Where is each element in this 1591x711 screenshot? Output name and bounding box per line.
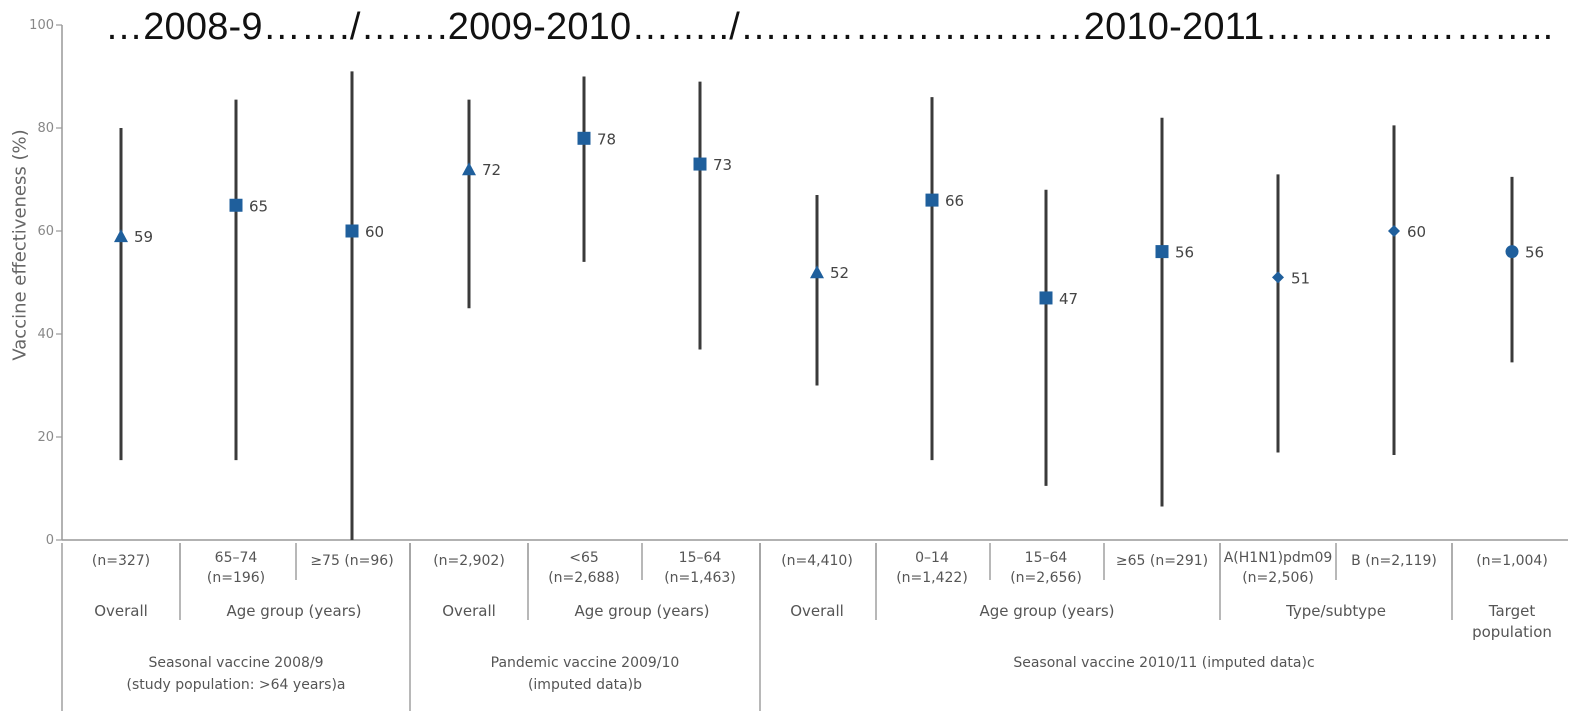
data-label: 52 [830,264,849,282]
x-group-label: Overall [790,602,844,620]
x-group-label: Overall [94,602,148,620]
x-category-label: (n=4,410) [781,553,853,569]
data-label: 65 [249,197,268,215]
x-category-label: (n=2,506) [1242,570,1314,586]
x-category-label: (n=196) [207,570,265,586]
x-category-label: (n=2,688) [548,570,620,586]
y-tick-label: 100 [29,18,54,33]
x-section-label: (imputed data)b [528,677,642,693]
x-category-label: ≥65 (n=291) [1116,553,1208,569]
x-category-label: ≥75 (n=96) [310,553,393,569]
x-group-label: Age group (years) [226,602,361,620]
x-category-label: (n=327) [92,553,150,569]
x-category-label: 15–64 [1025,550,1068,566]
data-label: 73 [713,156,732,174]
y-tick-label: 0 [46,533,54,548]
x-category-label: A(H1N1)pdm09 [1224,550,1333,566]
x-group-label: Overall [442,602,496,620]
x-group-label: population [1472,623,1552,641]
x-category-label: 65–74 [215,550,258,566]
x-category-label: B (n=2,119) [1351,553,1437,569]
x-category-label: <65 [569,550,599,566]
x-category-label: (n=2,902) [433,553,505,569]
estimate-marker-diamond [1388,225,1400,237]
estimate-marker-triangle [114,229,128,243]
x-section-label: (study population: >64 years)a [127,677,346,693]
y-tick-label: 80 [37,121,54,136]
data-label: 60 [1407,223,1426,241]
x-group-label: Target [1488,602,1536,620]
x-category-label: 0–14 [915,550,949,566]
x-category-label: (n=2,656) [1010,570,1082,586]
data-label: 78 [597,130,616,148]
estimate-marker-square [577,131,591,145]
y-tick-label: 20 [37,430,54,445]
x-group-label: Type/subtype [1285,602,1386,620]
estimate-marker-square [229,198,243,212]
data-label: 47 [1059,290,1078,308]
estimate-marker-triangle [462,162,476,176]
estimate-marker-square [693,157,707,171]
x-section-label: Seasonal vaccine 2008/9 [148,655,323,671]
data-label: 66 [945,192,964,210]
x-category-label: (n=1,463) [664,570,736,586]
chart-banner-title: …2008-9……./…….2009-2010……../………………………201… [105,6,1554,48]
estimate-marker-square [925,193,939,207]
x-group-label: Age group (years) [574,602,709,620]
data-label: 56 [1175,244,1194,262]
data-label: 72 [482,161,501,179]
x-category-label: 15–64 [679,550,722,566]
estimate-marker-circle [1505,245,1519,259]
estimate-marker-square [345,224,359,238]
data-label: 51 [1291,269,1310,287]
estimate-marker-square [1155,245,1169,259]
estimate-marker-triangle [810,265,824,279]
estimate-marker-diamond [1272,271,1284,284]
data-label: 59 [134,228,153,246]
x-section-label: Pandemic vaccine 2009/10 [491,655,680,671]
y-tick-label: 40 [37,327,54,342]
y-tick-label: 60 [37,224,54,239]
x-category-label: (n=1,004) [1476,553,1548,569]
x-category-label: (n=1,422) [896,570,968,586]
estimate-marker-square [1039,291,1053,305]
x-group-label: Age group (years) [979,602,1114,620]
data-label: 56 [1525,244,1544,262]
data-label: 60 [365,223,384,241]
x-section-label: Seasonal vaccine 2010/11 (imputed data)c [1013,655,1314,671]
